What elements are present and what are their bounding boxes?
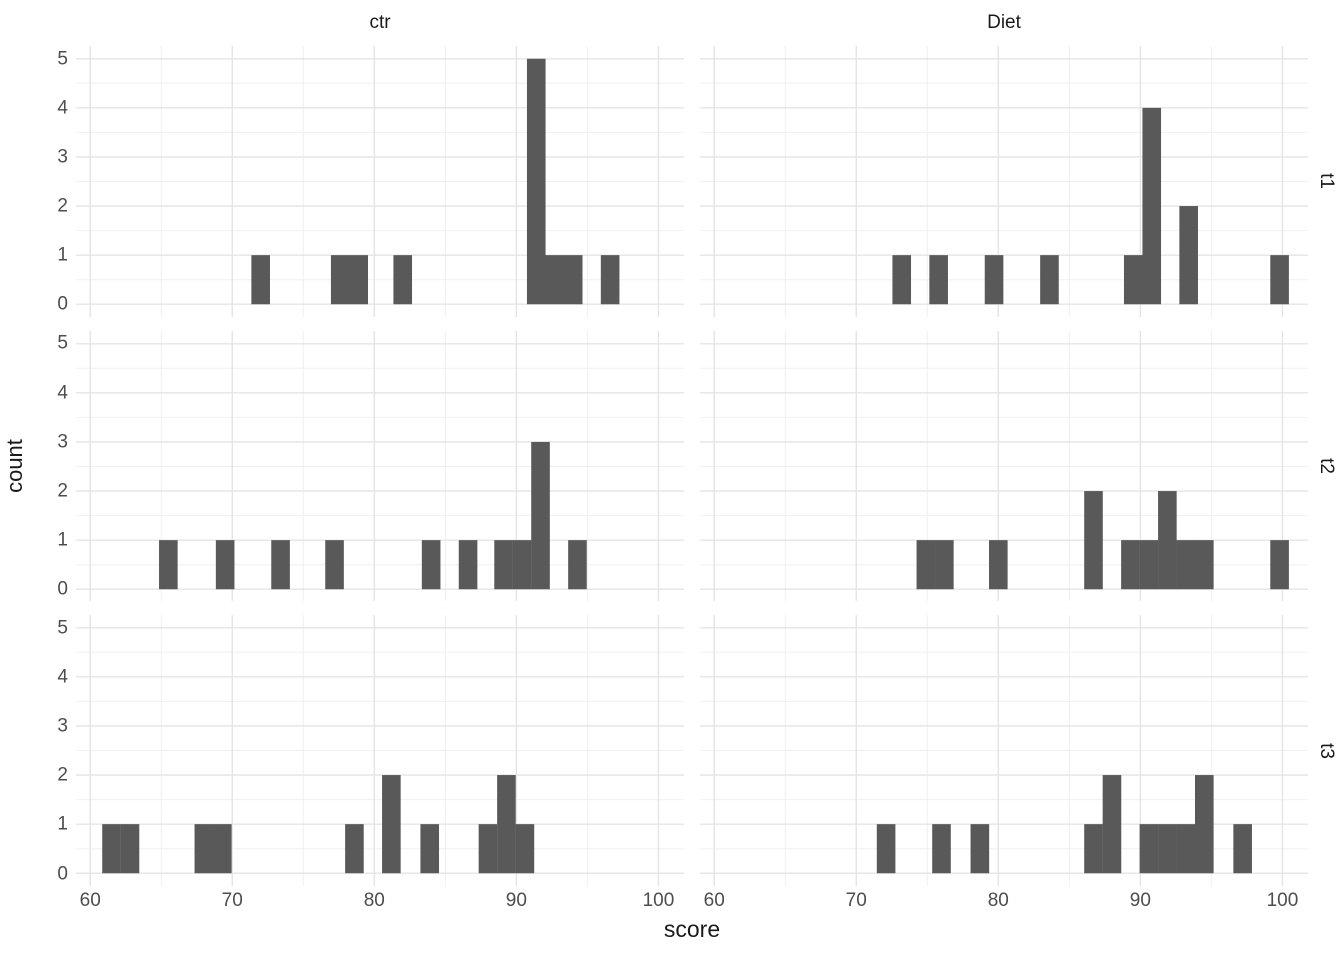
facet-row-label-t2: t2: [1315, 458, 1337, 474]
y-tick-label: 2: [57, 195, 68, 217]
y-tick-label: 3: [57, 715, 68, 737]
y-axis-title: count: [2, 439, 28, 493]
x-tick-label: 80: [363, 889, 385, 911]
histogram-panel-canvas: [76, 46, 684, 317]
x-tick-label: 100: [642, 889, 675, 911]
x-tick-label: 90: [1129, 889, 1151, 911]
x-axis-ticks-left: 60 70 80 90 100: [76, 886, 684, 916]
y-axis-ticks-row1: 0 1 2 3 4 5: [30, 46, 76, 317]
histogram-panel-canvas: [700, 330, 1308, 602]
x-axis-title: score: [663, 915, 721, 942]
y-tick-label: 0: [57, 293, 68, 315]
facet-row-strip-t1: t1: [1308, 46, 1344, 317]
x-axis-ticks-right: 60 70 80 90 100: [700, 886, 1308, 916]
y-tick-label: 3: [57, 146, 68, 168]
y-tick-label: 0: [57, 863, 68, 885]
panel-diet-t1: [700, 46, 1308, 317]
y-tick-label: 4: [57, 382, 68, 403]
x-tick-label: 60: [79, 889, 101, 911]
x-tick-label: 100: [1266, 889, 1299, 911]
y-tick-label: 4: [57, 666, 68, 688]
y-tick-label: 5: [57, 617, 68, 639]
histogram-panel-canvas: [76, 330, 684, 602]
y-tick-label: 3: [57, 431, 68, 453]
facet-row-label-t3: t3: [1315, 742, 1337, 759]
y-tick-label: 2: [57, 764, 68, 786]
panel-diet-t2: [700, 330, 1308, 602]
panel-diet-t3: [700, 615, 1308, 886]
facet-column-label-ctr: ctr: [369, 12, 391, 33]
facet-column-label-diet: Diet: [987, 12, 1021, 33]
y-axis-title-container: count: [0, 46, 30, 886]
y-tick-label: 5: [57, 332, 68, 354]
y-tick-label: 2: [57, 480, 68, 502]
x-tick-label: 70: [221, 889, 243, 911]
y-tick-label: 1: [57, 244, 68, 266]
x-tick-label: 60: [703, 889, 725, 911]
histogram-panel-canvas: [700, 615, 1308, 886]
panel-ctr-t1: [76, 46, 684, 317]
x-tick-label: 70: [845, 889, 867, 911]
y-tick-label: 0: [57, 578, 68, 600]
y-axis-ticks-row3: 0 1 2 3 4 5: [30, 615, 76, 886]
y-tick-label: 5: [57, 48, 68, 70]
y-tick-label: 4: [57, 97, 68, 119]
x-tick-label: 80: [987, 889, 1009, 911]
facet-row-label-t1: t1: [1315, 173, 1337, 190]
y-axis-ticks-row2: 0 1 2 3 4 5: [30, 331, 76, 602]
histogram-panel-canvas: [76, 615, 684, 886]
x-axis-title-container: score: [76, 916, 1308, 960]
y-tick-label: 1: [57, 813, 68, 835]
facet-row-strip-t3: t3: [1308, 615, 1344, 886]
histogram-panel-canvas: [700, 46, 1308, 317]
panel-ctr-t2: [76, 330, 684, 602]
panel-ctr-t3: [76, 615, 684, 886]
x-tick-label: 90: [505, 889, 527, 911]
facet-row-strip-t2: t2: [1308, 331, 1344, 602]
y-tick-label: 1: [57, 529, 68, 551]
